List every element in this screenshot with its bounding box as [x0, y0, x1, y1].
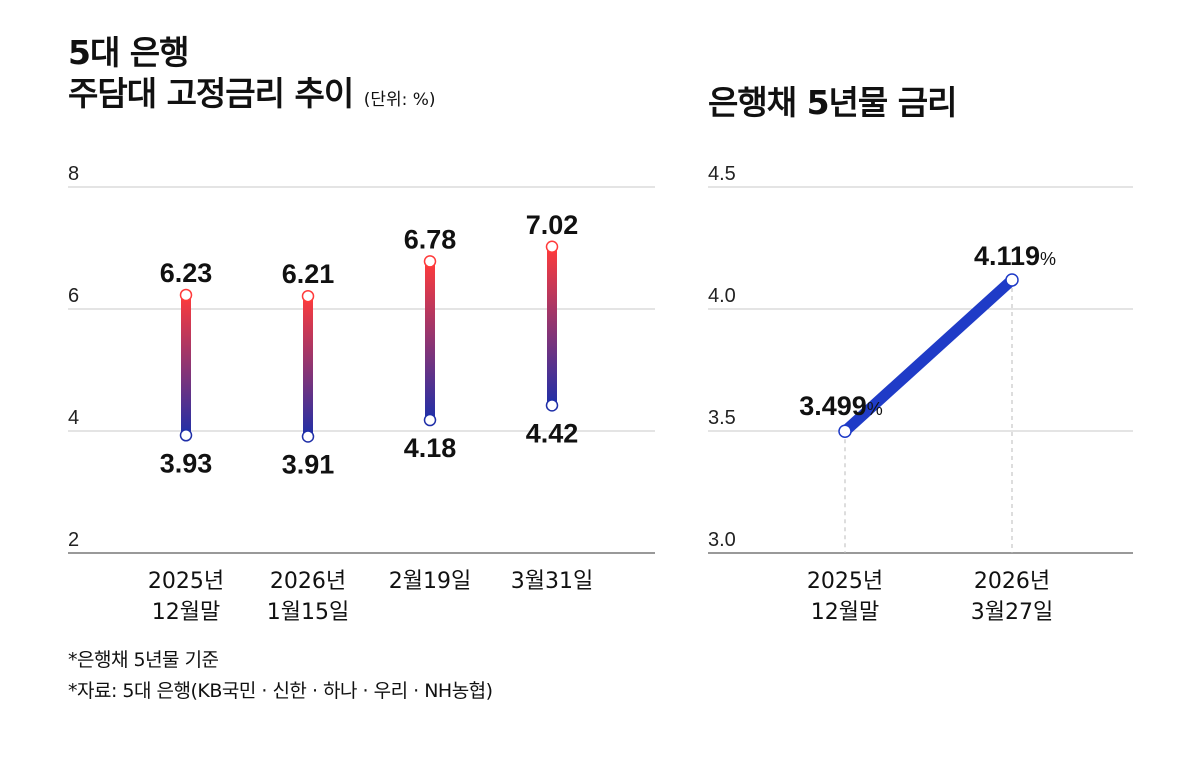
y-tick-label: 2: [68, 529, 79, 551]
high-value-label: 6.23: [160, 258, 213, 288]
high-value-label: 7.02: [526, 210, 579, 240]
footnote-source: *자료: 5대 은행(KB국민 · 신한 · 하나 · 우리 · NH농협): [68, 680, 493, 702]
high-point: [301, 289, 315, 303]
y-tick-label: 3.5: [708, 407, 736, 429]
range-bar: [303, 296, 313, 437]
left-chart-title: 5대 은행 주담대 고정금리 추이 (단위: %): [68, 32, 436, 115]
footnotes: *은행채 5년물 기준 *자료: 5대 은행(KB국민 · 신한 · 하나 · …: [68, 645, 493, 707]
data-point: [1005, 273, 1019, 287]
y-tick-label: 4: [68, 407, 79, 429]
low-point: [545, 399, 559, 412]
percent-suffix: %: [1040, 249, 1056, 269]
y-tick-label: 6: [68, 285, 79, 307]
low-value-label: 3.91: [282, 449, 335, 479]
x-category-label: 2월19일: [389, 569, 471, 594]
series-line: [841, 275, 1016, 436]
high-point: [545, 240, 559, 254]
x-category-label: 3월31일: [511, 569, 593, 594]
low-value-label: 4.42: [526, 418, 579, 448]
range-bar: [547, 246, 557, 406]
y-tick-label: 3.0: [708, 529, 736, 551]
right-chart-title: 은행채 5년물 금리: [708, 83, 957, 122]
y-tick-label: 4.5: [708, 163, 736, 185]
x-category-label: 3월27일: [971, 600, 1053, 625]
x-category-label: 2025년: [148, 569, 224, 594]
unit-label: (단위: %): [363, 90, 436, 111]
left-range-chart: 8 6 4 2 6.23 3.93 2025년 12월말 6.21 3.91 2026년 1월15일 6…: [68, 163, 655, 625]
x-category-label: 12월말: [152, 600, 220, 625]
low-point: [179, 429, 193, 442]
left-title-line1: 5대 은행: [68, 33, 190, 72]
percent-suffix: %: [867, 399, 883, 419]
y-tick-label: 8: [68, 163, 79, 185]
value-label: 3.499%: [799, 391, 883, 421]
x-category-label: 12월말: [811, 600, 879, 625]
high-point: [423, 255, 437, 268]
range-bar: [425, 261, 435, 421]
footnote-basis: *은행채 5년물 기준: [68, 649, 219, 671]
left-title-line2: 주담대 고정금리 추이 (단위: %): [68, 73, 436, 114]
value-label: 4.119%: [974, 241, 1056, 271]
range-bar: [181, 294, 191, 436]
low-point: [423, 413, 437, 427]
high-point: [179, 288, 193, 302]
low-value-label: 3.93: [160, 448, 213, 478]
high-value-label: 6.78: [404, 224, 457, 254]
left-title-line2-text: 주담대 고정금리 추이: [68, 74, 354, 114]
y-tick-label: 4.0: [708, 285, 736, 307]
low-value-label: 4.18: [404, 433, 457, 463]
right-line-chart: 4.5 4.0 3.5 3.0 3.499% 2025년 12월말 4.119% 2026년 3월…: [708, 163, 1133, 625]
data-point: [838, 424, 852, 438]
x-category-label: 1월15일: [267, 600, 349, 625]
x-category-label: 2026년: [974, 569, 1050, 594]
x-category-label: 2025년: [807, 569, 883, 594]
high-value-label: 6.21: [282, 259, 335, 289]
low-point: [301, 430, 315, 443]
x-category-label: 2026년: [270, 569, 346, 594]
